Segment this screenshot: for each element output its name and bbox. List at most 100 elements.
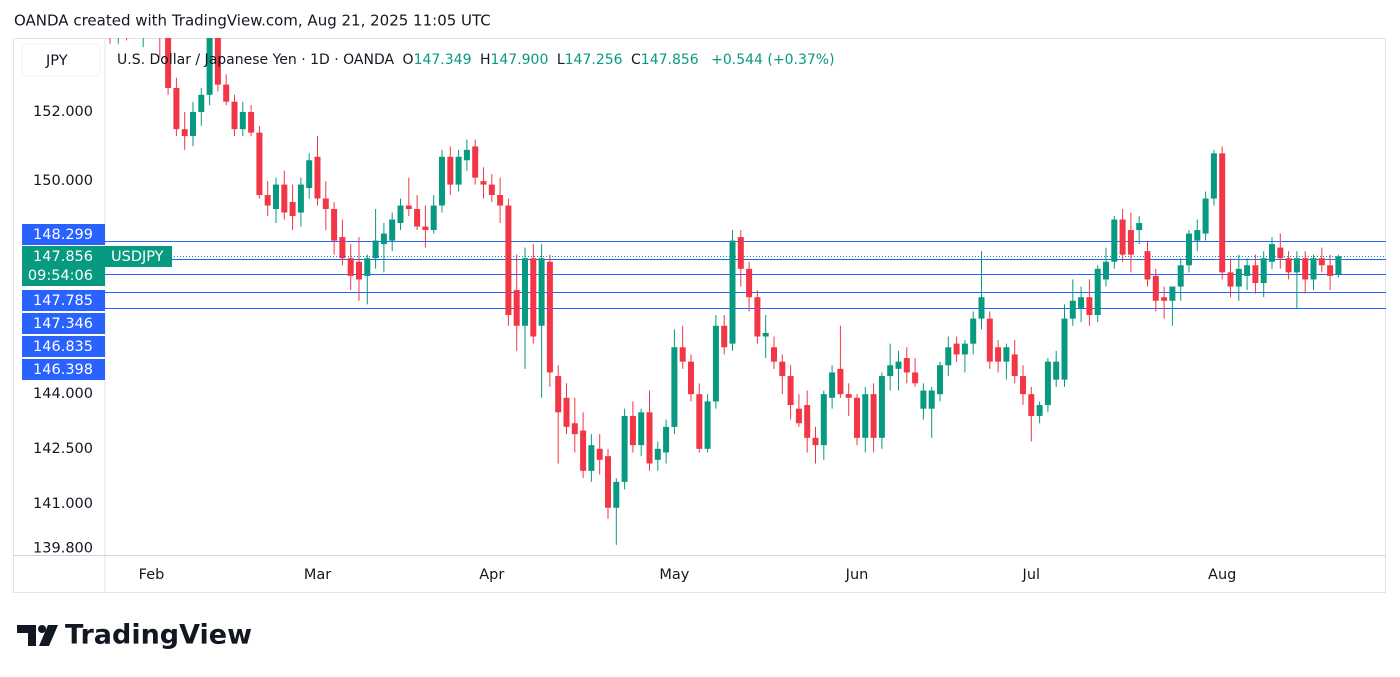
legend-l-value: 147.256 [565,52,623,68]
candle-body [588,445,595,471]
legend-change: +0.544 (+0.37%) [711,52,834,68]
candle-body [1094,268,1101,316]
candle-body [1144,251,1151,280]
candle-body [779,361,786,377]
candle-body [1252,265,1259,284]
candle-body [787,376,794,406]
legend-c-label: C [631,52,641,68]
x-tick-label: Aug [1208,567,1236,583]
candle-body [887,365,894,377]
candle-body [1269,244,1275,262]
candle-body [530,258,537,337]
candle-body [364,258,371,276]
candle-body [181,129,188,137]
candle-body [638,412,645,446]
candle-body [1044,361,1051,406]
candle-body [1186,233,1192,266]
candle-body [613,481,620,508]
candle-body [1020,376,1026,395]
candle-body [679,347,686,362]
candle-body [563,397,570,427]
candle-body [671,347,678,427]
legend-h-value: 147.900 [490,52,548,68]
candle-body [1086,297,1093,316]
candle-body [986,318,993,362]
y-tick-label: 139.800 [33,541,93,557]
price-label: 148.299 [33,227,93,243]
currency-button[interactable] [21,43,101,77]
candle-body [995,347,1002,362]
candle-body [1136,223,1143,231]
candle-body [920,390,927,409]
candle-body [472,146,479,178]
candle-body [629,415,636,446]
last-price-box [22,246,105,286]
candle-body [256,132,263,196]
candle-body [463,149,470,161]
candle-body [596,448,603,460]
candle-body [1335,256,1342,275]
frame [13,38,1386,593]
x-tick-label: May [659,567,689,583]
candle-body [1061,318,1068,380]
candle-body [1260,258,1267,284]
x-tick-label: Jun [845,567,869,583]
last-price-label: 147.856 [33,249,93,265]
x-tick-label: Mar [304,567,331,583]
symbol-label: USDJPY [111,249,164,265]
candle-body [961,343,968,355]
logo: TradingView [17,620,252,651]
candle-body [198,94,205,112]
candle-body [356,261,362,280]
candle-body [397,205,404,224]
logo-mark [38,625,46,633]
candle-body [223,84,230,102]
legend-l-label: L [557,52,565,68]
candle-body [721,325,728,348]
candle-body [248,111,255,133]
legend: U.S. Dollar / Japanese Yen · 1D · OANDA … [117,52,835,68]
candle-body [571,423,578,435]
candle-body [903,358,910,373]
candle-body [1202,198,1209,234]
candle-body [688,361,694,395]
candle-body [322,198,329,210]
candle-body [771,347,777,362]
candle-body [1219,153,1226,273]
candle-body [264,195,271,206]
candle-body [663,426,670,453]
currency[interactable]: JPY [45,53,68,69]
candle-body [862,394,869,438]
candle-body [1036,405,1043,416]
candle-body [1227,272,1234,287]
candle-body [190,111,196,137]
candle-body [1327,265,1334,276]
candle-body [1293,258,1300,273]
candle-body [829,372,836,398]
candle-body [231,101,238,130]
candle-body [746,268,753,298]
price-label: 146.398 [33,362,93,378]
x-tick-label: Jul [1022,567,1041,583]
candle-body [239,111,246,130]
candle-body [297,184,304,213]
y-tick-label: 150.000 [33,173,93,189]
candle-body [878,376,885,438]
candle-body [1152,275,1159,301]
candle-body [621,415,628,482]
candle-body [953,343,960,355]
candle-body [546,261,553,373]
candle-body [1127,230,1134,255]
candle-body [870,394,877,438]
candle-body [1244,265,1251,276]
candle-body [928,390,935,409]
candle-body [505,205,512,316]
candle-body [306,160,313,189]
candle-body [804,405,811,438]
candle-body [654,448,661,460]
price-label-box [22,359,105,380]
candle-body [405,205,412,210]
logo-mark [39,625,58,646]
candle-body [206,38,213,95]
candle-body [754,297,761,337]
